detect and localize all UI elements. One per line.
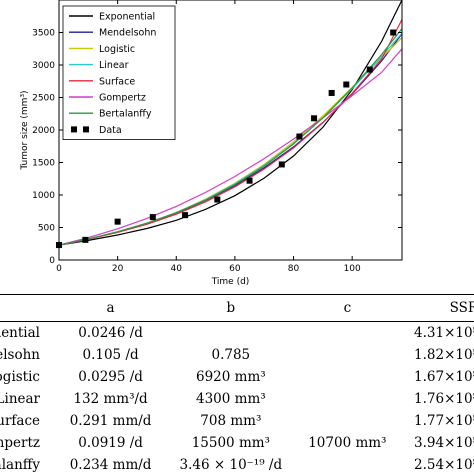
table-row: Linear 132 mm³/d 4300 mm³ 1.76×10⁵ <box>0 388 474 410</box>
table-row: Exponential 0.0246 /d 4.31×10⁵ <box>0 322 474 345</box>
cell-b: 15500 mm³ <box>191 435 270 451</box>
y-tick-label: 1000 <box>32 191 55 201</box>
cell-c <box>295 388 401 410</box>
series-line-surface <box>59 19 402 246</box>
y-tick-label: 500 <box>38 224 55 234</box>
parameter-table-region: a b c SSR Exponential 0.0246 /d 4.31×10⁵… <box>0 294 474 474</box>
legend-box <box>62 5 176 141</box>
y-tick-label: 0 <box>49 256 55 266</box>
legend-label-exponential: Exponential <box>99 12 155 23</box>
x-tick-label: 0 <box>56 264 62 274</box>
cell-ssr: 1.82×10⁵ <box>414 347 474 363</box>
cell-c: 10700 mm³ <box>308 435 387 451</box>
x-tick-label: 60 <box>229 264 241 274</box>
cell-c <box>295 410 401 432</box>
cell-a: 0.0295 /d <box>78 369 143 385</box>
header-c: c <box>294 294 401 322</box>
y-tick-label: 1500 <box>32 159 55 169</box>
cell-ssr: 1.77×10⁵ <box>414 413 474 429</box>
cell-b: 708 mm³ <box>200 413 262 429</box>
legend-label-data: Data <box>99 125 122 136</box>
cell-b: 3.46 × 10⁻¹⁹ /d <box>179 457 283 473</box>
cell-model: Linear <box>0 391 40 407</box>
data-point-marker <box>296 133 303 140</box>
cell-ssr: 1.67×10⁵ <box>414 369 474 385</box>
table-row: Mendelsohn 0.105 /d 0.785 1.82×10⁵ <box>0 344 474 366</box>
cell-a: 132 mm³/d <box>73 391 148 407</box>
plot-area <box>56 0 402 249</box>
data-point-marker <box>328 89 335 96</box>
data-point-marker <box>182 212 189 219</box>
legend-label-mendelsohn: Mendelsohn <box>99 28 156 39</box>
legend-label-gompertz: Gompertz <box>99 93 146 104</box>
x-tick-label: 20 <box>112 264 124 274</box>
x-tick-label: 40 <box>171 264 183 274</box>
cell-b: 4300 mm³ <box>196 391 266 407</box>
legend-swatch-data <box>83 126 89 133</box>
growth-model-chart: 0 20 40 60 80 1000500100015002000250030003500… <box>20 0 403 287</box>
cell-b: 0.785 <box>211 347 251 363</box>
legend-label-bertalanffy: Bertalanffy <box>99 109 152 120</box>
data-point-marker <box>390 29 397 36</box>
cell-ssr: 2.54×10⁵ <box>414 457 474 473</box>
cell-model: Gompertz <box>0 435 40 451</box>
cell-model: Surface <box>0 413 40 429</box>
cell-c <box>295 366 401 388</box>
series-line-exponential <box>59 0 402 246</box>
data-point-marker <box>82 236 89 243</box>
cell-ssr: 4.31×10⁵ <box>414 325 474 341</box>
cell-a: 0.105 /d <box>82 347 139 363</box>
cell-b <box>167 322 294 345</box>
table-row: Logistic 0.0295 /d 6920 mm³ 1.67×10⁵ <box>0 366 474 388</box>
data-point-marker <box>343 81 350 88</box>
data-point-marker <box>149 214 156 221</box>
cell-model: Bertalanffy <box>0 457 40 473</box>
series-line-bertalanffy <box>59 28 402 246</box>
cell-c <box>295 322 401 345</box>
cell-ssr: 1.76×10⁵ <box>414 391 474 407</box>
data-point-marker <box>114 218 121 225</box>
table-row: Gompertz 0.0919 /d 15500 mm³ 10700 mm³ 3… <box>0 432 474 454</box>
legend-label-linear: Linear <box>99 60 129 71</box>
x-tick-label: 80 <box>288 264 300 274</box>
cell-model: Exponential <box>0 325 40 341</box>
cell-model: Logistic <box>0 369 40 385</box>
data-point-marker <box>214 196 221 203</box>
table-row: Surface 0.291 mm/d 708 mm³ 1.77×10⁵ <box>0 410 474 432</box>
data-point-marker <box>246 177 253 184</box>
cell-a: 0.291 mm/d <box>69 413 152 429</box>
y-tick-label: 2500 <box>32 94 55 104</box>
data-point-marker <box>278 161 285 168</box>
header-b: b <box>167 294 295 322</box>
table-row: Bertalanffy 0.234 mm/d 3.46 × 10⁻¹⁹ /d 2… <box>0 454 474 474</box>
table-header-row: a b c SSR <box>0 294 474 322</box>
series-line-gompertz <box>59 48 402 246</box>
x-axis-label: Time (d) <box>211 277 250 287</box>
cell-a: 0.234 mm/d <box>69 457 152 473</box>
legend-swatch-data <box>71 126 77 133</box>
cell-model: Mendelsohn <box>0 347 40 363</box>
cell-c <box>295 454 401 474</box>
legend-label-logistic: Logistic <box>99 44 135 55</box>
data-point-marker <box>366 66 373 73</box>
legend-label-surface: Surface <box>99 76 135 87</box>
data-point-marker <box>311 115 318 122</box>
cell-a: 0.0919 /d <box>78 435 143 451</box>
cell-ssr: 3.94×10⁵ <box>414 435 474 451</box>
header-ssr: SSR <box>400 294 474 322</box>
cell-b: 6920 mm³ <box>196 369 266 385</box>
parameter-table: a b c SSR Exponential 0.0246 /d 4.31×10⁵… <box>0 294 474 474</box>
y-tick-label: 2000 <box>32 126 55 136</box>
y-tick-label: 3000 <box>32 61 55 71</box>
header-model <box>0 294 54 322</box>
y-axis-label: Tumor size (mm³) <box>20 90 30 170</box>
header-a: a <box>54 294 168 322</box>
legend: Exponential Mendelsohn Logistic Linear Surfa… <box>62 5 176 141</box>
cell-a: 0.0246 /d <box>78 325 143 341</box>
cell-c <box>295 344 401 366</box>
y-tick-label: 3500 <box>32 29 55 39</box>
x-tick-label: 100 <box>344 264 361 274</box>
